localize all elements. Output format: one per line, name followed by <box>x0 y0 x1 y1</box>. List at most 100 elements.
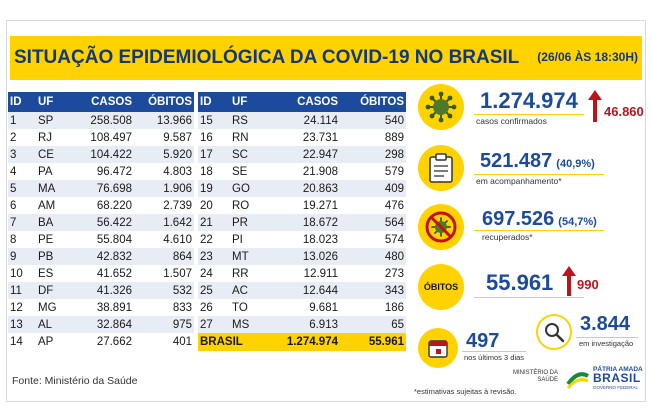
state-id: 23 <box>198 248 230 265</box>
state-deaths: 409 <box>340 180 406 197</box>
state-cases: 6.913 <box>258 316 340 333</box>
state-deaths: 4.803 <box>134 163 194 180</box>
state-uf: BA <box>36 214 66 231</box>
state-uf: MS <box>230 316 258 333</box>
state-cases: 38.891 <box>66 299 134 316</box>
col-id-header: ID <box>198 92 230 112</box>
deaths-delta: 990 <box>577 277 599 292</box>
state-cases: 12.644 <box>258 282 340 299</box>
state-cases: 21.908 <box>258 163 340 180</box>
investigation-label: em investigação <box>579 339 634 348</box>
table-header-row: ID UF CASOS ÓBITOS <box>8 92 194 112</box>
state-deaths: 564 <box>340 214 406 231</box>
state-deaths: 574 <box>340 231 406 248</box>
state-cases: 20.863 <box>258 180 340 197</box>
state-id: 8 <box>8 231 36 248</box>
deaths-badge-label: ÓBITOS <box>423 282 459 292</box>
table-row: 14 AP 27.662 401 <box>8 333 194 350</box>
state-cases: 9.681 <box>258 299 340 316</box>
confirmed-label: casos confirmados <box>476 116 547 126</box>
flag-icon <box>566 371 590 389</box>
table-row: 5 MA 76.698 1.906 <box>8 180 194 197</box>
col-uf-header: UF <box>36 92 66 112</box>
divider <box>474 174 604 175</box>
state-id: 6 <box>8 197 36 214</box>
divider <box>474 297 584 298</box>
state-cases: 104.422 <box>66 146 134 163</box>
ministry-line1: MINISTÉRIO DA <box>512 370 558 376</box>
state-uf: GO <box>230 180 258 197</box>
state-uf: PR <box>230 214 258 231</box>
state-cases: 56.422 <box>66 214 134 231</box>
state-uf: DF <box>36 282 66 299</box>
state-uf: AP <box>36 333 66 350</box>
state-id: 18 <box>198 163 230 180</box>
table-row: 26 TO 9.681 186 <box>198 299 406 316</box>
state-id: 25 <box>198 282 230 299</box>
state-id: 13 <box>8 316 36 333</box>
state-cases: 32.864 <box>66 316 134 333</box>
total-deaths: 55.961 <box>340 333 406 351</box>
state-uf: RR <box>230 265 258 282</box>
table-row: 13 AL 32.864 975 <box>8 316 194 333</box>
state-cases: 23.731 <box>258 129 340 146</box>
state-cases: 24.114 <box>258 112 340 129</box>
state-cases: 18.023 <box>258 231 340 248</box>
state-id: 1 <box>8 112 36 129</box>
state-deaths: 2.739 <box>134 197 194 214</box>
state-deaths: 889 <box>340 129 406 146</box>
state-cases: 18.672 <box>258 214 340 231</box>
state-uf: SC <box>230 146 258 163</box>
state-deaths: 186 <box>340 299 406 316</box>
state-deaths: 579 <box>340 163 406 180</box>
col-cases-header: CASOS <box>258 92 340 112</box>
total-cases: 1.274.974 <box>258 333 340 351</box>
ministry-line2: SAÚDE <box>537 377 558 383</box>
divider <box>474 114 584 115</box>
state-cases: 22.947 <box>258 146 340 163</box>
confirmed-value: 1.274.974 <box>480 88 578 113</box>
table-row: 20 RO 19.271 476 <box>198 197 406 214</box>
table-row: 3 CE 104.422 5.920 <box>8 146 194 163</box>
state-uf: AC <box>230 282 258 299</box>
deaths-value: 55.961 <box>486 270 554 295</box>
gov-logo-line2: BRASIL <box>593 371 641 385</box>
state-deaths: 1.906 <box>134 180 194 197</box>
divider <box>474 230 604 231</box>
table-row: 6 AM 68.220 2.739 <box>8 197 194 214</box>
state-deaths: 9.587 <box>134 129 194 146</box>
state-id: 17 <box>198 146 230 163</box>
table-row: 8 PE 55.804 4.610 <box>8 231 194 248</box>
state-uf: MA <box>36 180 66 197</box>
table-row: 9 PB 42.832 864 <box>8 248 194 265</box>
virus-icon-badge <box>418 84 464 130</box>
state-uf: PB <box>36 248 66 265</box>
table-row: 11 DF 41.326 532 <box>8 282 194 299</box>
state-id: 3 <box>8 146 36 163</box>
state-id: 26 <box>198 299 230 316</box>
state-cases: 68.220 <box>66 197 134 214</box>
state-deaths: 298 <box>340 146 406 163</box>
state-deaths: 1.507 <box>134 265 194 282</box>
table-row: 22 PI 18.023 574 <box>198 231 406 248</box>
gov-logo-line1: PÁTRIA AMADA <box>593 366 643 373</box>
state-deaths: 401 <box>134 333 194 350</box>
state-id: 2 <box>8 129 36 146</box>
virus-crossed-icon <box>425 211 457 243</box>
state-uf: RN <box>230 129 258 146</box>
state-uf: AL <box>36 316 66 333</box>
state-deaths: 1.642 <box>134 214 194 231</box>
table-row: 24 RR 12.911 273 <box>198 265 406 282</box>
state-deaths: 65 <box>340 316 406 333</box>
confirmed-delta: 46.860 <box>604 104 644 119</box>
state-id: 19 <box>198 180 230 197</box>
state-id: 12 <box>8 299 36 316</box>
recovered-value-row: 697.526 (54,7%) <box>482 208 597 231</box>
state-id: 9 <box>8 248 36 265</box>
state-cases: 108.497 <box>66 129 134 146</box>
monitoring-value-row: 521.487 (40,9%) <box>480 150 595 173</box>
source-note: Fonte: Ministério da Saúde <box>12 375 138 387</box>
col-deaths-header: ÓBITOS <box>134 92 194 112</box>
gov-logo-line3: GOVERNO FEDERAL <box>593 385 639 390</box>
deaths-badge: ÓBITOS <box>418 264 464 310</box>
